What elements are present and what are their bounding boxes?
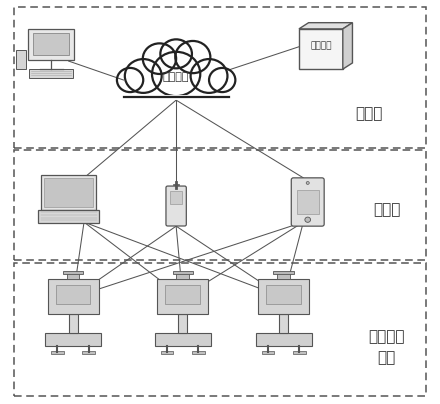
Bar	[28, 29, 74, 60]
Text: 云服务器: 云服务器	[163, 72, 189, 82]
Bar	[51, 351, 64, 354]
Bar	[157, 279, 208, 314]
Bar	[178, 314, 187, 333]
FancyBboxPatch shape	[291, 178, 324, 226]
Bar	[161, 351, 173, 354]
Bar	[293, 351, 306, 354]
Bar	[299, 29, 343, 69]
Circle shape	[305, 217, 311, 222]
Bar	[279, 314, 288, 333]
Circle shape	[143, 43, 176, 74]
Text: 盖章机终
端层: 盖章机终 端层	[368, 329, 405, 365]
Bar	[33, 33, 69, 55]
Bar	[41, 175, 96, 210]
Polygon shape	[299, 23, 352, 29]
Text: 平台层: 平台层	[356, 106, 383, 121]
Bar	[44, 177, 93, 207]
Bar	[170, 191, 182, 204]
Bar	[29, 69, 73, 78]
Text: 管理平台: 管理平台	[310, 41, 332, 50]
Bar	[45, 333, 101, 346]
Bar	[192, 351, 205, 354]
Bar	[165, 285, 200, 304]
Circle shape	[152, 52, 200, 96]
Polygon shape	[343, 23, 352, 69]
Circle shape	[160, 39, 192, 68]
Circle shape	[306, 181, 309, 184]
Bar	[48, 279, 99, 314]
Bar	[56, 285, 90, 304]
Bar	[266, 285, 301, 304]
Bar	[258, 279, 309, 314]
Bar	[16, 50, 26, 69]
Text: 控制层: 控制层	[373, 202, 400, 217]
Bar	[297, 190, 319, 215]
Bar	[14, 7, 426, 147]
Bar	[256, 333, 312, 346]
Bar	[261, 351, 274, 354]
Circle shape	[209, 68, 235, 92]
Bar	[277, 273, 290, 279]
Circle shape	[125, 59, 161, 93]
Bar	[176, 273, 189, 279]
Bar	[38, 210, 99, 223]
Bar	[63, 271, 83, 274]
FancyBboxPatch shape	[166, 186, 186, 226]
Circle shape	[191, 59, 227, 93]
Bar	[172, 271, 193, 274]
Bar	[273, 271, 294, 274]
Circle shape	[117, 68, 143, 92]
Bar	[14, 150, 426, 261]
Bar	[14, 263, 426, 396]
Circle shape	[175, 41, 210, 73]
Bar	[155, 333, 211, 346]
Bar	[69, 314, 77, 333]
Bar	[82, 351, 95, 354]
Bar	[67, 273, 80, 279]
